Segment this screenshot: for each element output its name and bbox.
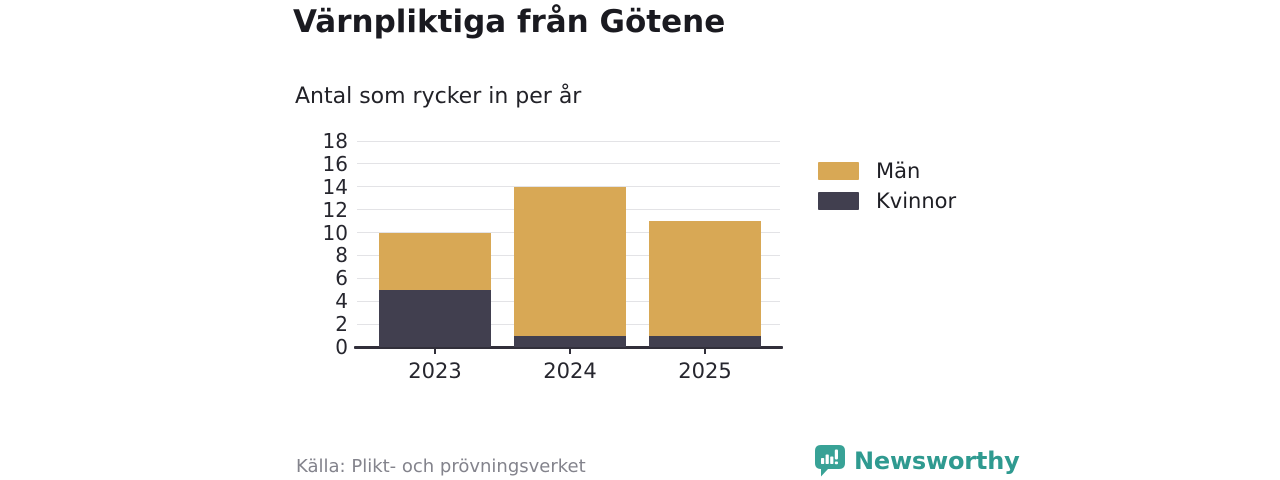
y-tick-label-6: 6 [335,266,348,291]
y-tick-label-8: 8 [335,243,348,268]
y-tick-label-16: 16 [322,151,348,176]
legend-label-men: Män [876,159,921,183]
x-tick-2024 [569,348,571,354]
y-tick-label-0: 0 [335,335,348,359]
bar-segment-kvinnor-2025 [649,335,761,347]
brand-logo: Newsworthy [814,444,1020,478]
bar-segment-män-2023 [379,232,491,290]
legend-swatch-men [818,162,859,180]
bar-segment-kvinnor-2023 [379,289,491,347]
plot-area [354,140,783,354]
y-tick-label-14: 14 [322,174,348,199]
x-tick-label-2025: 2025 [678,359,732,383]
x-axis-line [354,346,783,349]
brand-name: Newsworthy [854,447,1020,475]
newsworthy-bubble-icon [815,445,845,477]
legend: Män Kvinnor [818,159,957,222]
x-tick-2023 [434,348,436,354]
source-note: Källa: Plikt- och prövningsverket [296,456,586,477]
gridline-y18 [357,140,780,142]
legend-item-men: Män [818,159,956,183]
gridline-y14 [357,186,780,188]
chart-subtitle: Antal som rycker in per år [295,84,582,109]
chart-title: Värnpliktiga från Götene [293,4,726,40]
legend-swatch-kvinnor [818,192,859,210]
y-tick-label-2: 2 [335,312,348,337]
x-tick-label-2024: 2024 [543,359,597,383]
bar-segment-kvinnor-2024 [514,335,626,347]
x-tick-2025 [704,348,706,354]
legend-item-kvinnor: Kvinnor [818,189,957,213]
y-tick-label-12: 12 [322,197,348,222]
y-tick-label-18: 18 [322,129,348,153]
gridline-y16 [357,163,780,165]
y-tick-label-4: 4 [335,289,348,314]
bar-segment-män-2024 [514,186,626,336]
bar-segment-män-2025 [649,221,761,336]
x-tick-label-2023: 2023 [408,359,462,383]
y-tick-label-10: 10 [322,220,348,245]
legend-label-kvinnor: Kvinnor [876,189,957,213]
